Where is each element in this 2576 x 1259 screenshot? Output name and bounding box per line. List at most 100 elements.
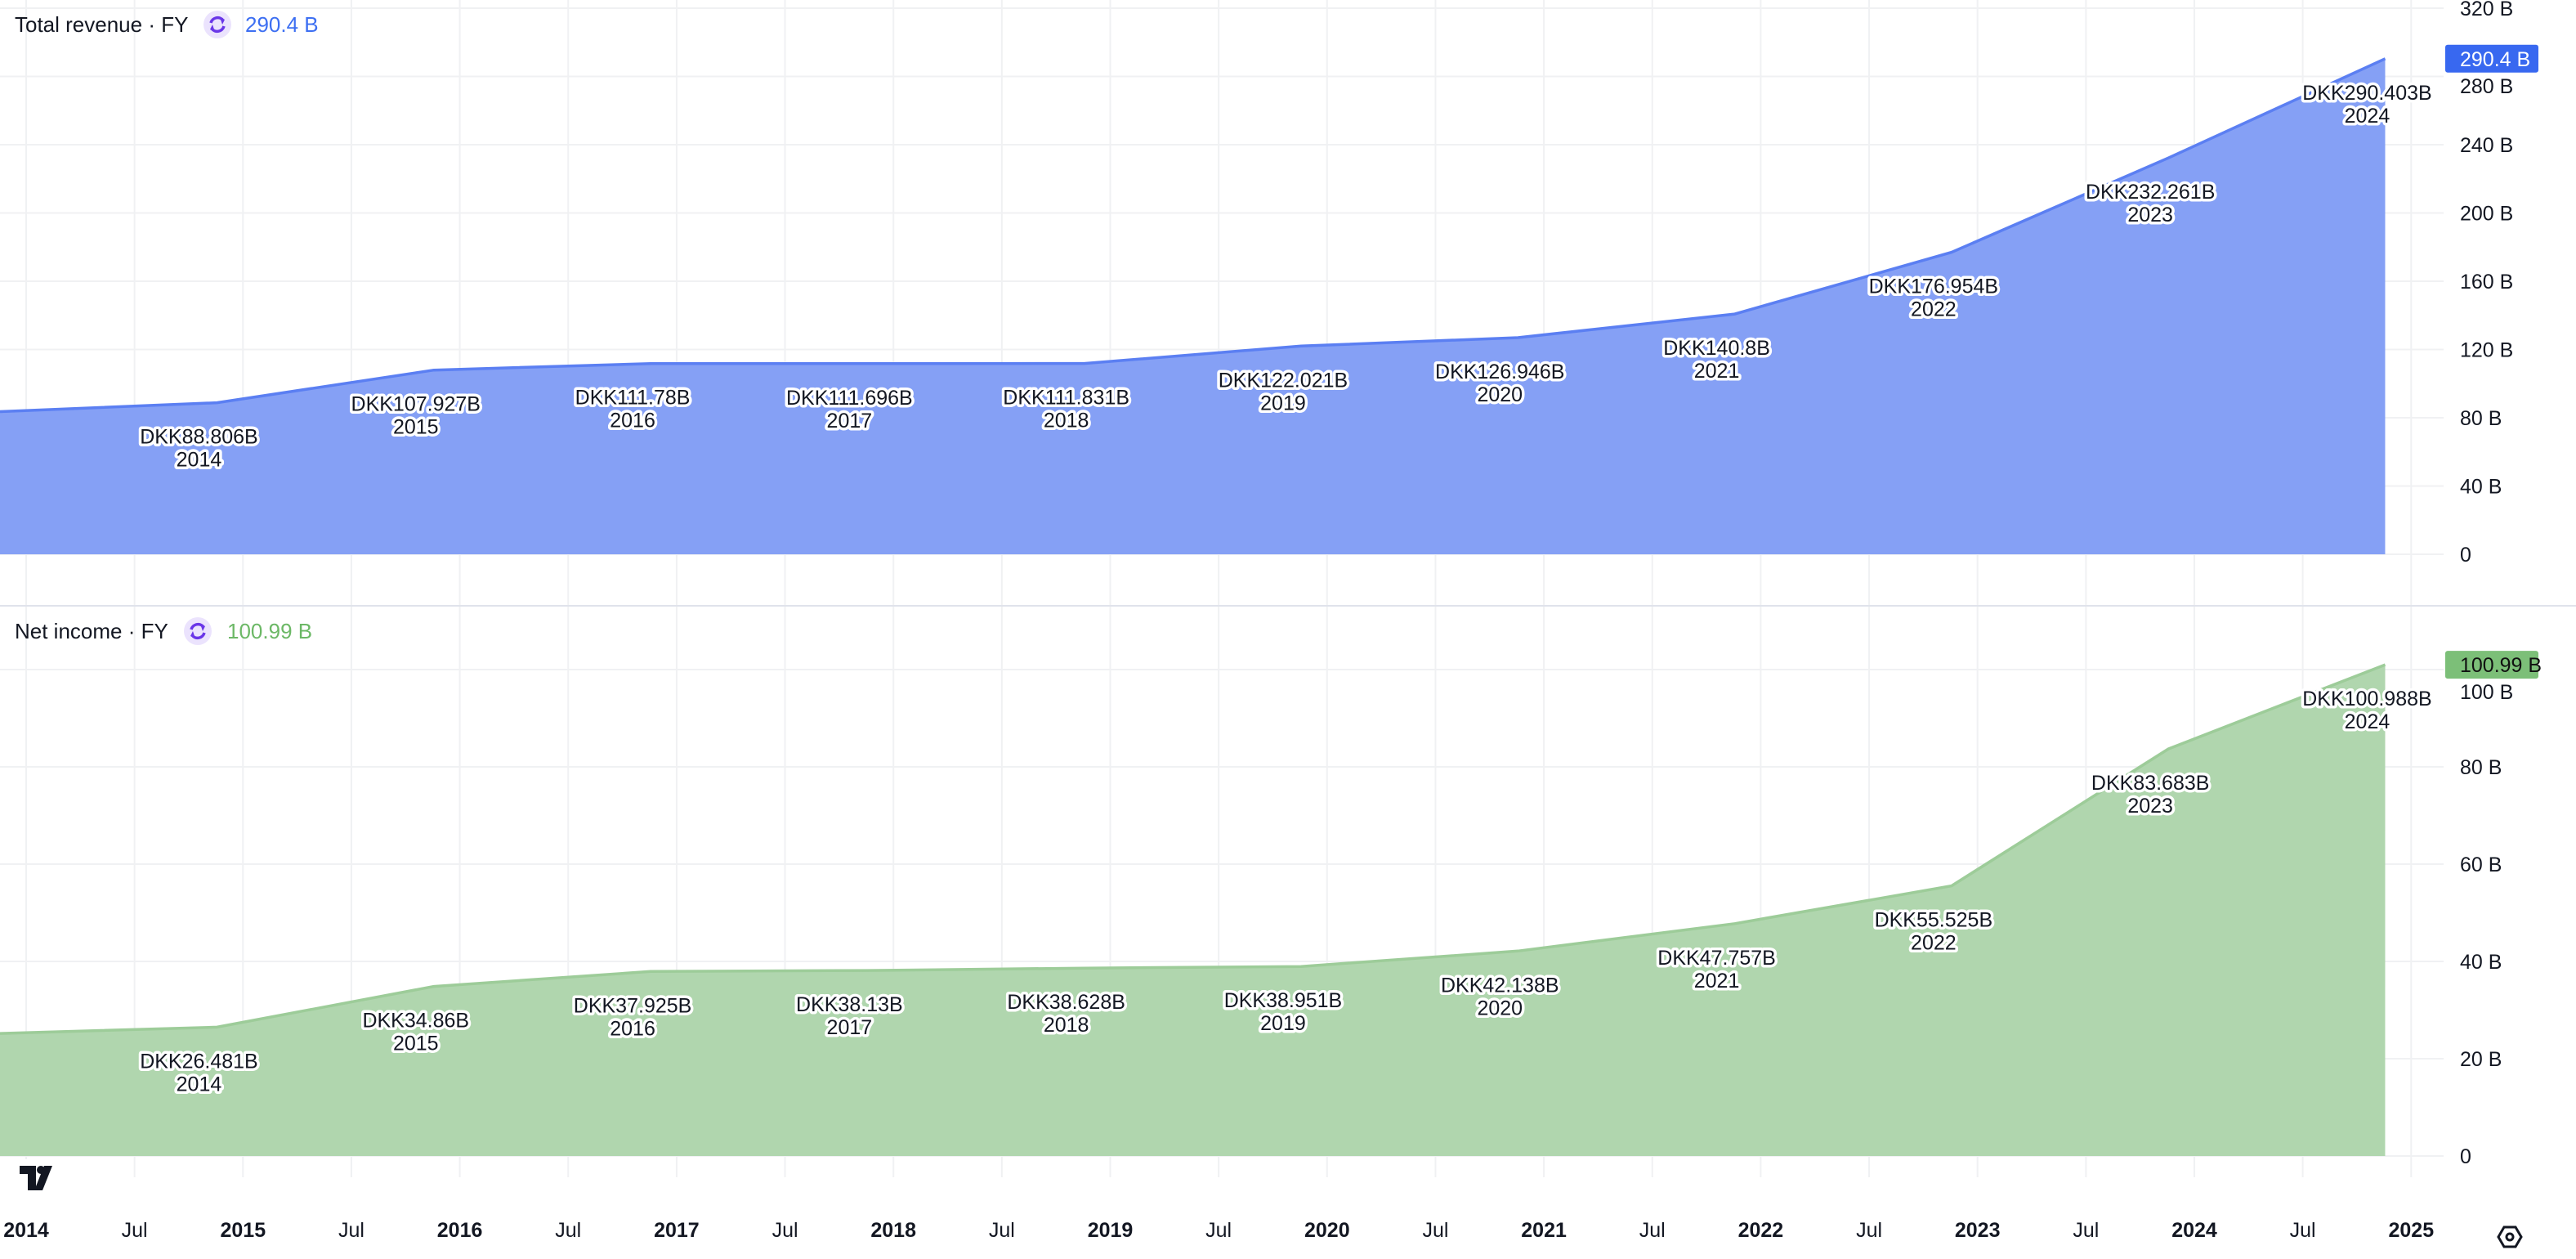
data-label-year: 2020 [1477, 997, 1523, 1019]
series-current-value: 290.4 B [245, 12, 319, 37]
data-label-year: 2024 [2345, 710, 2390, 733]
x-tick-label: 2024 [2171, 1219, 2217, 1242]
x-tick-label: Jul [1205, 1219, 1232, 1242]
y-tick-label: 80 B [2460, 407, 2502, 430]
data-label-year: 2015 [393, 416, 439, 439]
series-title[interactable]: Total revenue · FY [15, 12, 188, 37]
revenue-pane[interactable]: 0 40 B 80 B 120 B 160 B 200 B 240 B 280 B 320 B D… [0, 0, 2538, 567]
y-tick-label: 100 B [2460, 681, 2513, 704]
data-label-value: DKK38.13B [796, 993, 903, 1016]
series-line [0, 663, 2386, 1035]
data-label-value: DKK38.628B [1007, 991, 1125, 1014]
series-title[interactable]: Net income · FY [15, 619, 168, 643]
area-fill [0, 58, 2386, 555]
x-tick-label: 2014 [3, 1219, 49, 1242]
area-fill [0, 665, 2386, 1156]
y-tick-label: 40 B [2460, 951, 2502, 974]
data-label-year: 2023 [2127, 795, 2173, 818]
data-label-year: 2021 [1694, 360, 1740, 383]
y-tick-label: 40 B [2460, 476, 2502, 499]
data-label-year: 2019 [1260, 392, 1306, 414]
x-tick-label: 2019 [1088, 1219, 1134, 1242]
y-tick-label: 280 B [2460, 75, 2513, 98]
y-tick-label: 240 B [2460, 134, 2513, 157]
data-label-year: 2017 [827, 410, 873, 432]
data-label-year: 2024 [2345, 105, 2390, 128]
y-tick-label: 0 [2460, 544, 2471, 567]
last-value-badge [2445, 651, 2538, 679]
y-tick-label: 120 B [2460, 339, 2513, 362]
data-label-value: DKK26.481B [140, 1050, 258, 1073]
data-label-year: 2017 [827, 1016, 873, 1039]
data-label-value: DKK111.696B [786, 387, 913, 410]
x-tick-label: Jul [2073, 1219, 2099, 1242]
x-tick-label: Jul [1422, 1219, 1448, 1242]
x-tick-label: 2025 [2388, 1219, 2434, 1242]
last-value-badge-text: 290.4 B [2460, 48, 2530, 71]
y-tick-label: 160 B [2460, 271, 2513, 293]
y-tick-label: 200 B [2460, 203, 2513, 226]
refresh-icon[interactable] [203, 11, 231, 38]
data-label-value: DKK100.988B [2302, 688, 2431, 710]
x-tick-label: 2023 [1955, 1219, 2001, 1242]
data-label-year: 2014 [177, 449, 222, 472]
x-tick-label: 2020 [1304, 1219, 1350, 1242]
y-tick-label: 0 [2460, 1145, 2471, 1168]
series-line [0, 57, 2386, 414]
x-tick-label: Jul [338, 1219, 364, 1242]
data-label-year: 2018 [1044, 410, 1089, 432]
data-label-year: 2022 [1911, 932, 1957, 955]
data-label-year: 2018 [1044, 1014, 1089, 1037]
x-tick-label: Jul [555, 1219, 581, 1242]
data-label-value: DKK111.831B [1003, 387, 1129, 410]
data-label-year: 2022 [1911, 298, 1957, 321]
data-label-value: DKK107.927B [351, 393, 481, 416]
data-label-value: DKK34.86B [362, 1010, 469, 1033]
x-tick-label: 2021 [1521, 1219, 1567, 1242]
data-label-value: DKK88.806B [140, 426, 258, 449]
x-tick-label: 2017 [654, 1219, 700, 1242]
data-label-year: 2014 [177, 1073, 222, 1095]
data-label-value: DKK140.8B [1663, 337, 1770, 360]
time-axis[interactable]: 2014 Jul 2015 Jul 2016 Jul 2017 Jul 2018 Jul 2019 J… [3, 1219, 2434, 1242]
data-label-value: DKK126.946B [1435, 361, 1564, 383]
data-label-year: 2016 [610, 410, 655, 432]
series-current-value: 100.99 B [227, 619, 312, 643]
y-tick-label: 20 B [2460, 1048, 2502, 1071]
x-tick-label: 2018 [870, 1219, 916, 1242]
data-label-value: DKK55.525B [1875, 909, 1993, 932]
x-tick-label: 2016 [437, 1219, 483, 1242]
refresh-icon[interactable] [184, 617, 212, 645]
data-label-value: DKK111.78B [575, 387, 691, 410]
data-label-year: 2015 [393, 1033, 439, 1055]
data-label-value: DKK83.683B [2091, 772, 2210, 795]
data-label-year: 2023 [2127, 204, 2173, 226]
y-tick-label: 80 B [2460, 756, 2502, 779]
x-tick-label: Jul [1639, 1219, 1666, 1242]
x-tick-label: Jul [772, 1219, 798, 1242]
data-label-year: 2016 [610, 1017, 655, 1040]
data-label-value: DKK37.925B [574, 994, 692, 1017]
settings-icon[interactable] [2497, 1225, 2523, 1248]
x-tick-label: 2015 [220, 1219, 266, 1242]
data-label-value: DKK42.138B [1441, 974, 1559, 997]
data-label-value: DKK122.021B [1219, 369, 1348, 392]
last-value-badge [2445, 44, 2538, 73]
x-tick-label: Jul [989, 1219, 1015, 1242]
last-value-badge-text: 100.99 B [2460, 654, 2542, 677]
y-tick-label: 60 B [2460, 854, 2502, 876]
data-label-value: DKK290.403B [2302, 82, 2431, 105]
data-label-value: DKK232.261B [2086, 181, 2215, 204]
y-tick-label: 320 B [2460, 0, 2513, 20]
x-tick-label: Jul [2290, 1219, 2316, 1242]
data-label-value: DKK47.757B [1657, 947, 1776, 970]
x-tick-label: Jul [122, 1219, 148, 1242]
data-label-year: 2020 [1477, 383, 1523, 406]
data-label-year: 2021 [1694, 970, 1740, 992]
tradingview-logo[interactable] [16, 1159, 54, 1190]
data-label-year: 2019 [1260, 1012, 1306, 1035]
x-tick-label: 2022 [1738, 1219, 1784, 1242]
data-label-value: DKK38.951B [1224, 989, 1343, 1012]
